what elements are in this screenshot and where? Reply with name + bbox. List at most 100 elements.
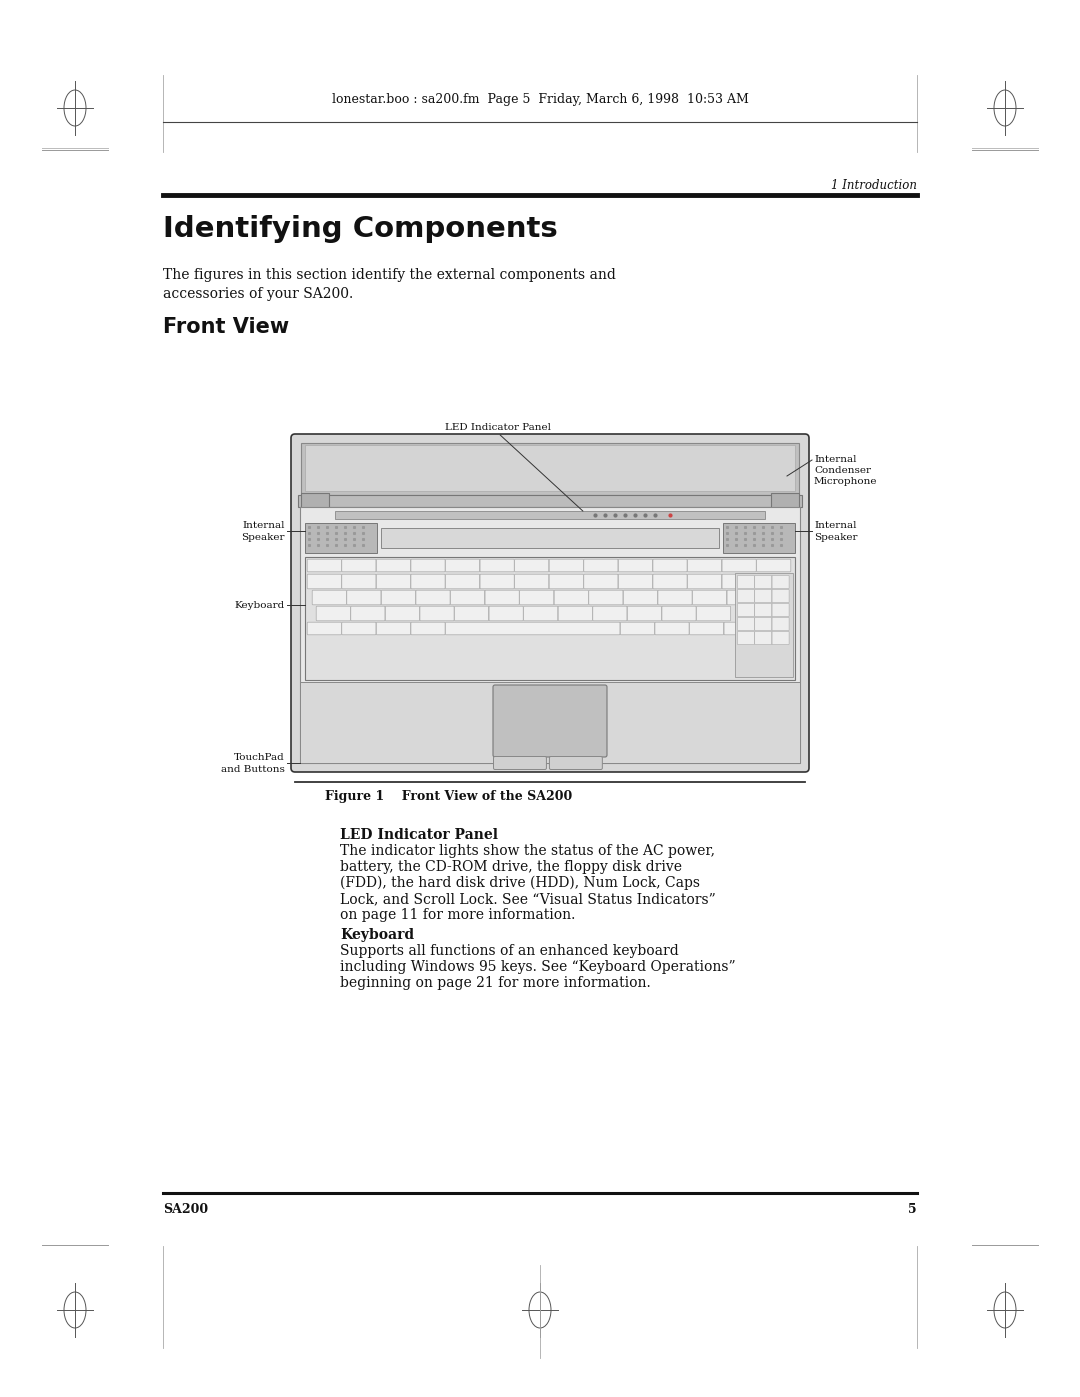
FancyBboxPatch shape xyxy=(723,559,756,571)
FancyBboxPatch shape xyxy=(410,559,445,571)
FancyBboxPatch shape xyxy=(738,576,755,588)
FancyBboxPatch shape xyxy=(489,606,523,620)
FancyBboxPatch shape xyxy=(416,590,450,605)
FancyBboxPatch shape xyxy=(738,617,755,630)
Text: accessories of your SA200.: accessories of your SA200. xyxy=(163,286,353,300)
FancyBboxPatch shape xyxy=(755,590,772,602)
Text: Speaker: Speaker xyxy=(814,532,858,542)
FancyBboxPatch shape xyxy=(480,574,514,588)
FancyBboxPatch shape xyxy=(619,559,652,571)
Text: LED Indicator Panel: LED Indicator Panel xyxy=(340,828,498,842)
FancyBboxPatch shape xyxy=(623,590,658,605)
FancyBboxPatch shape xyxy=(653,559,687,571)
FancyBboxPatch shape xyxy=(492,685,607,757)
FancyBboxPatch shape xyxy=(724,622,758,634)
FancyBboxPatch shape xyxy=(445,622,620,634)
Text: Supports all functions of an enhanced keyboard: Supports all functions of an enhanced ke… xyxy=(340,944,678,958)
FancyBboxPatch shape xyxy=(772,604,789,616)
Bar xyxy=(300,682,800,763)
FancyBboxPatch shape xyxy=(445,574,480,588)
FancyBboxPatch shape xyxy=(738,604,755,616)
Text: The figures in this section identify the external components and: The figures in this section identify the… xyxy=(163,268,616,282)
FancyBboxPatch shape xyxy=(755,617,772,630)
Text: and Buttons: and Buttons xyxy=(221,764,285,774)
FancyBboxPatch shape xyxy=(550,574,583,588)
Text: beginning on page 21 for more information.: beginning on page 21 for more informatio… xyxy=(340,977,651,990)
FancyBboxPatch shape xyxy=(689,622,724,634)
FancyBboxPatch shape xyxy=(519,590,554,605)
FancyBboxPatch shape xyxy=(341,574,376,588)
FancyBboxPatch shape xyxy=(445,559,480,571)
FancyBboxPatch shape xyxy=(662,606,697,620)
Text: (FDD), the hard disk drive (HDD), Num Lock, Caps: (FDD), the hard disk drive (HDD), Num Lo… xyxy=(340,876,700,890)
Bar xyxy=(771,493,799,509)
Text: including Windows 95 keys. See “Keyboard Operations”: including Windows 95 keys. See “Keyboard… xyxy=(340,960,735,974)
FancyBboxPatch shape xyxy=(653,574,687,588)
Bar xyxy=(305,557,795,680)
Text: Internal: Internal xyxy=(814,521,856,529)
FancyBboxPatch shape xyxy=(307,622,341,634)
Bar xyxy=(300,507,800,763)
FancyBboxPatch shape xyxy=(494,757,546,770)
Text: on page 11 for more information.: on page 11 for more information. xyxy=(340,908,576,922)
FancyBboxPatch shape xyxy=(485,590,519,605)
Text: Keyboard: Keyboard xyxy=(234,601,285,609)
FancyBboxPatch shape xyxy=(772,576,789,588)
FancyBboxPatch shape xyxy=(347,590,381,605)
Text: lonestar.boo : sa200.fm  Page 5  Friday, March 6, 1998  10:53 AM: lonestar.boo : sa200.fm Page 5 Friday, M… xyxy=(332,94,748,106)
FancyBboxPatch shape xyxy=(558,606,592,620)
FancyBboxPatch shape xyxy=(688,574,721,588)
FancyBboxPatch shape xyxy=(480,559,514,571)
FancyBboxPatch shape xyxy=(351,606,384,620)
FancyBboxPatch shape xyxy=(420,606,454,620)
Text: 5: 5 xyxy=(908,1203,917,1215)
FancyBboxPatch shape xyxy=(410,622,445,634)
FancyBboxPatch shape xyxy=(386,606,419,620)
FancyBboxPatch shape xyxy=(688,559,721,571)
FancyBboxPatch shape xyxy=(307,559,341,571)
FancyBboxPatch shape xyxy=(772,617,789,630)
FancyBboxPatch shape xyxy=(376,574,410,588)
FancyBboxPatch shape xyxy=(515,559,549,571)
FancyBboxPatch shape xyxy=(738,631,755,644)
Text: Keyboard: Keyboard xyxy=(340,928,414,942)
FancyBboxPatch shape xyxy=(755,576,772,588)
FancyBboxPatch shape xyxy=(654,622,689,634)
Bar xyxy=(305,522,377,553)
Text: TouchPad: TouchPad xyxy=(234,753,285,761)
Text: Figure 1    Front View of the SA200: Figure 1 Front View of the SA200 xyxy=(325,789,572,803)
FancyBboxPatch shape xyxy=(619,574,652,588)
Text: Condenser: Condenser xyxy=(814,467,870,475)
FancyBboxPatch shape xyxy=(627,606,662,620)
Text: The indicator lights show the status of the AC power,: The indicator lights show the status of … xyxy=(340,844,715,858)
FancyBboxPatch shape xyxy=(341,622,376,634)
Text: LED Indicator Panel: LED Indicator Panel xyxy=(445,423,551,432)
FancyBboxPatch shape xyxy=(755,604,772,616)
Text: Lock, and Scroll Lock. See “Visual Status Indicators”: Lock, and Scroll Lock. See “Visual Statu… xyxy=(340,893,716,907)
FancyBboxPatch shape xyxy=(455,606,488,620)
FancyBboxPatch shape xyxy=(658,590,692,605)
Text: 1 Introduction: 1 Introduction xyxy=(831,179,917,191)
FancyBboxPatch shape xyxy=(772,590,789,602)
FancyBboxPatch shape xyxy=(312,590,347,605)
FancyBboxPatch shape xyxy=(307,574,341,588)
FancyBboxPatch shape xyxy=(341,559,376,571)
FancyBboxPatch shape xyxy=(757,574,791,588)
FancyBboxPatch shape xyxy=(620,622,654,634)
Bar xyxy=(735,573,793,678)
FancyBboxPatch shape xyxy=(584,574,618,588)
FancyBboxPatch shape xyxy=(723,574,756,588)
FancyBboxPatch shape xyxy=(697,606,731,620)
FancyBboxPatch shape xyxy=(738,590,755,602)
FancyBboxPatch shape xyxy=(524,606,557,620)
Bar xyxy=(381,528,719,548)
FancyBboxPatch shape xyxy=(550,757,603,770)
FancyBboxPatch shape xyxy=(450,590,485,605)
Bar xyxy=(723,522,795,553)
FancyBboxPatch shape xyxy=(316,606,350,620)
Bar xyxy=(301,443,799,495)
FancyBboxPatch shape xyxy=(376,559,410,571)
Bar xyxy=(305,446,795,490)
FancyBboxPatch shape xyxy=(772,631,789,644)
Text: Front View: Front View xyxy=(163,317,289,337)
